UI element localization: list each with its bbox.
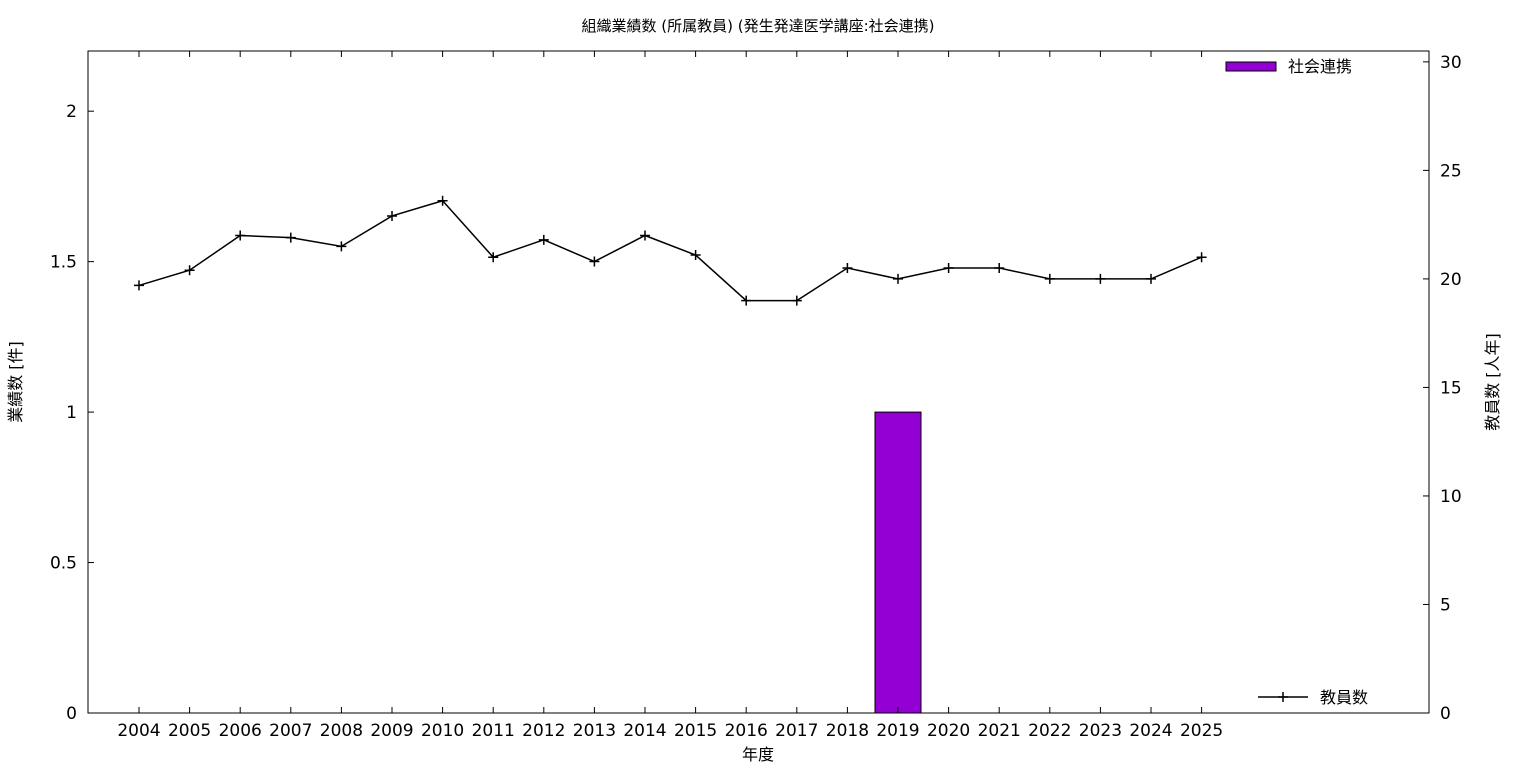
y-tick-label-0: 0: [66, 704, 77, 724]
x-tick-label-2024: 2024: [1129, 721, 1172, 741]
point-2006: [235, 230, 246, 241]
point-2007: [285, 232, 296, 243]
point-2008: [336, 241, 347, 252]
point-2017: [791, 295, 802, 306]
legend-line-marker: [1278, 692, 1288, 702]
y2-tick-label-15: 15: [1440, 378, 1462, 398]
x-tick-label-2014: 2014: [623, 721, 666, 741]
x-tick-label-2021: 2021: [978, 721, 1021, 741]
x-tick-label-2023: 2023: [1079, 721, 1122, 741]
y-tick-label-2: 2: [66, 102, 77, 122]
x-tick-label-2025: 2025: [1180, 721, 1223, 741]
y2-tick-label-20: 20: [1440, 270, 1462, 290]
y-axis-right: 0 5 10 15 20 25 30: [1423, 53, 1462, 724]
point-2012: [538, 234, 549, 245]
x-tick-label-2004: 2004: [117, 721, 160, 741]
point-2016: [741, 295, 752, 306]
legend-bar: 社会連携: [1225, 57, 1352, 76]
point-2019: [893, 273, 903, 284]
point-2004: [134, 280, 144, 291]
point-2025: [1196, 252, 1207, 263]
x-tick-label-2009: 2009: [370, 721, 413, 741]
y-axis-left: 0 0.5 1 1.5 2: [50, 102, 94, 724]
x-tick-label-2017: 2017: [775, 721, 818, 741]
chart-title: 組織業績数 (所属教員) (発生発達医学講座:社会連携): [581, 17, 934, 35]
y-tick-label-1: 1: [66, 403, 77, 423]
point-2023: [1095, 273, 1106, 284]
x-tick-label-2019: 2019: [876, 721, 919, 741]
x-axis-label: 年度: [742, 745, 774, 764]
x-tick-label-2008: 2008: [320, 721, 363, 741]
y-tick-label-1.5: 1.5: [50, 253, 77, 273]
y2-tick-label-30: 30: [1440, 53, 1462, 73]
plot-frame: [87, 50, 1430, 714]
legend-bar-swatch: [1225, 61, 1277, 72]
x-tick-label-2005: 2005: [168, 721, 211, 741]
x-tick-label-2018: 2018: [826, 721, 869, 741]
point-2021: [994, 263, 1005, 274]
bars-layer: [874, 411, 922, 714]
x-axis: 2004 2005 2006 2007 2008 2009 2010 2011 2012 2013…: [117, 51, 1223, 741]
x-tick-label-2007: 2007: [269, 721, 312, 741]
point-2010: [437, 195, 448, 206]
x-tick-label-2011: 2011: [472, 721, 515, 741]
point-2015: [690, 250, 701, 261]
x-tick-label-2016: 2016: [725, 721, 768, 741]
x-tick-label-2006: 2006: [219, 721, 262, 741]
point-2020: [943, 263, 954, 274]
y-axis-label: 業績数 [件]: [6, 341, 25, 423]
y2-tick-label-10: 10: [1440, 487, 1462, 507]
y2-tick-label-5: 5: [1440, 595, 1451, 615]
x-tick-label-2020: 2020: [927, 721, 970, 741]
y-tick-label-0.5: 0.5: [50, 554, 77, 574]
y2-tick-label-25: 25: [1440, 161, 1462, 181]
bar-2019: [874, 411, 922, 714]
y2-tick-label-0: 0: [1440, 704, 1451, 724]
series-line-教員数: [138, 199, 1202, 302]
point-2014: [640, 230, 650, 241]
y2-axis-label: 教員数 [人年]: [1483, 333, 1502, 431]
point-2011: [488, 252, 499, 263]
point-2024: [1146, 273, 1156, 284]
x-tick-label-2012: 2012: [522, 721, 565, 741]
point-2022: [1044, 273, 1055, 284]
point-2009: [387, 210, 397, 221]
legend-bar-label: 社会連携: [1288, 57, 1352, 76]
point-2005: [184, 265, 195, 276]
legend-line-label: 教員数: [1320, 688, 1368, 707]
point-2018: [842, 263, 853, 274]
legend-line: 教員数: [1258, 688, 1368, 707]
x-tick-label-2010: 2010: [421, 721, 464, 741]
x-tick-label-2015: 2015: [674, 721, 717, 741]
x-tick-label-2022: 2022: [1028, 721, 1071, 741]
x-tick-label-2013: 2013: [573, 721, 616, 741]
line-layer: [134, 195, 1207, 306]
point-2013: [589, 256, 600, 267]
